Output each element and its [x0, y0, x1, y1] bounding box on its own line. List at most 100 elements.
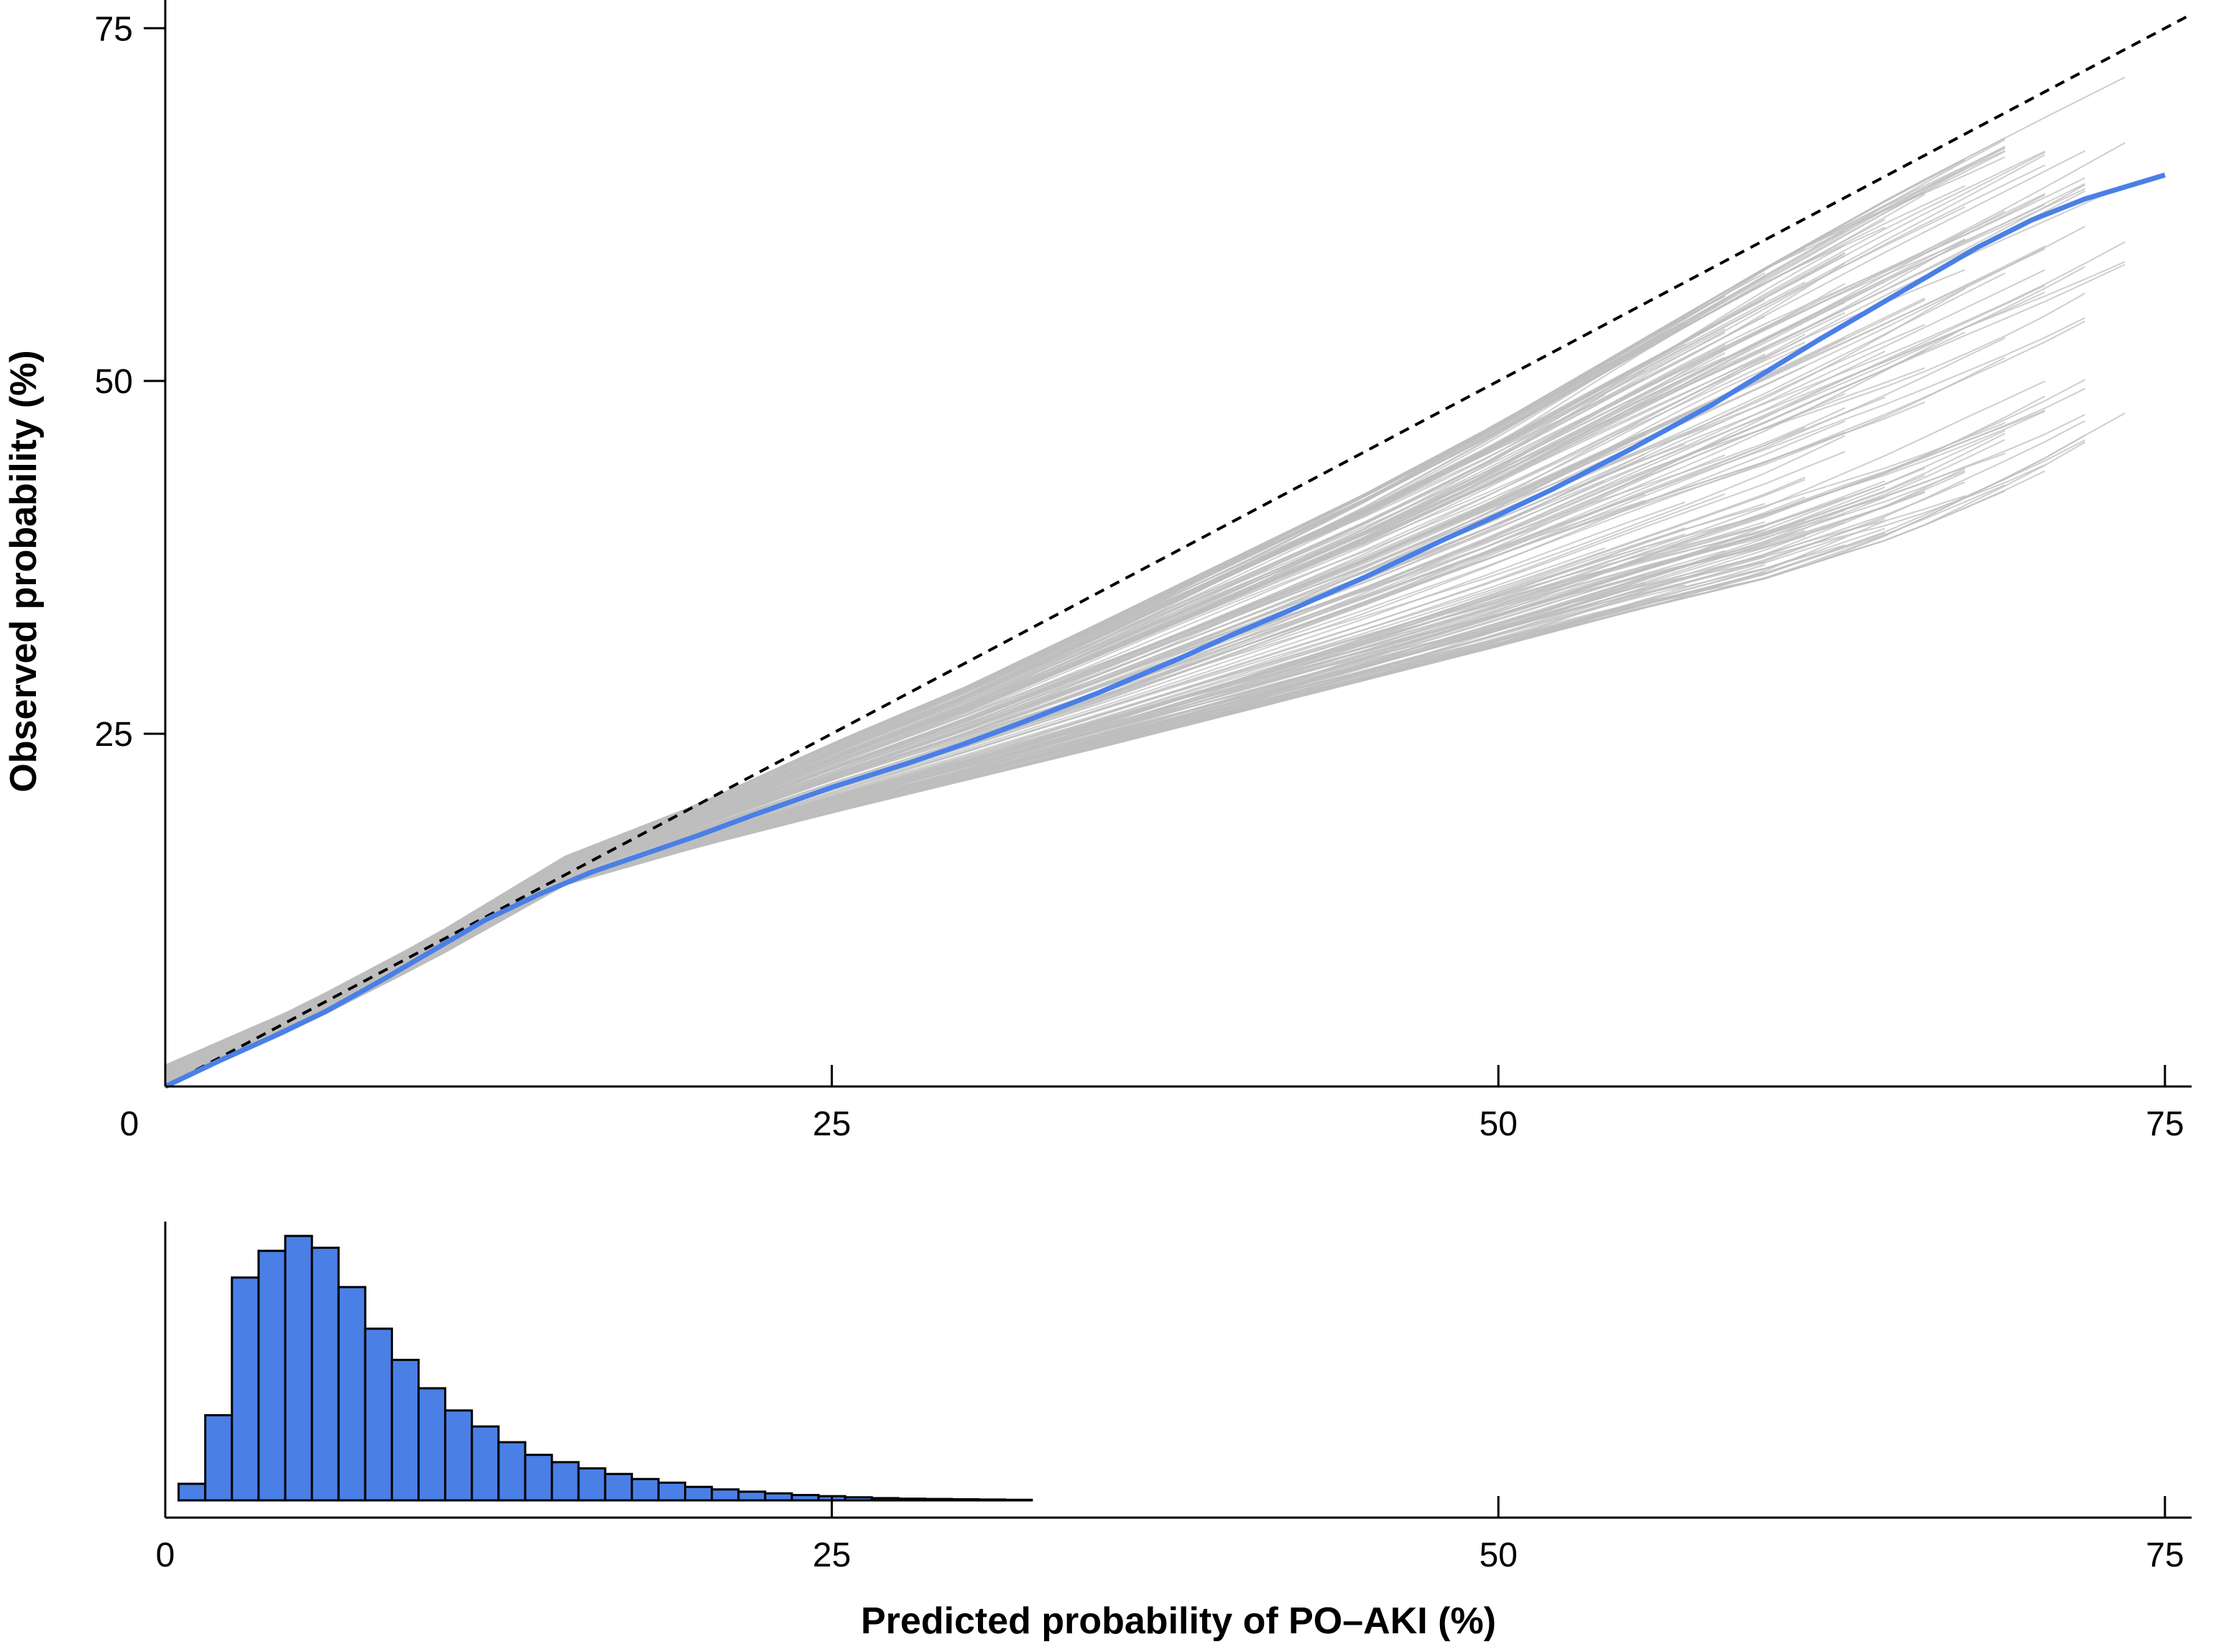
bootstrap-curve — [165, 490, 2005, 1087]
histogram-bar — [177, 1482, 207, 1502]
bootstrap-curve — [165, 554, 1806, 1087]
bootstrap-curve — [165, 433, 2005, 1084]
smooth-calibration-curve — [164, 172, 2166, 1089]
histogram-bar — [231, 1276, 260, 1502]
histogram-x-tick-label: 50 — [1480, 1536, 1518, 1574]
bootstrap-curve — [165, 338, 1646, 1066]
bootstrap-curve — [165, 137, 2005, 1066]
histogram-bar — [924, 1498, 954, 1502]
histogram-x-tick-label: 0 — [156, 1536, 175, 1574]
histogram-bar — [737, 1490, 767, 1502]
bootstrap-curve — [165, 517, 1885, 1086]
histogram-bar — [337, 1286, 366, 1502]
histogram-bar — [764, 1492, 793, 1502]
bootstrap-curve — [165, 502, 1686, 1081]
y-tick-label: 25 — [95, 716, 133, 754]
bootstrap-curve — [165, 345, 1806, 1073]
histogram-x-tick-label: 75 — [2146, 1536, 2184, 1574]
bootstrap-curve — [165, 147, 2005, 1067]
histogram-bar — [417, 1387, 447, 1502]
bootstrap-curve — [165, 178, 1926, 1066]
bootstrap-curve — [165, 587, 1725, 1087]
bootstrap-curve — [165, 599, 1646, 1087]
bootstrap-curve — [165, 597, 1686, 1087]
x-tick-label: 75 — [2146, 1105, 2184, 1143]
x-tick-label: 0 — [120, 1105, 139, 1143]
bootstrap-curve — [165, 322, 1686, 1068]
bootstrap-curve — [165, 529, 1765, 1084]
bootstrap-curve — [165, 190, 2086, 1072]
bootstrap-curve — [165, 532, 1885, 1087]
bootstrap-curve — [165, 467, 1926, 1084]
histogram-bar — [204, 1414, 234, 1502]
histogram-bar — [684, 1485, 714, 1502]
bootstrap-curve — [165, 468, 1966, 1086]
bootstrap-curve — [165, 565, 1686, 1086]
bootstrap-curve — [165, 486, 1885, 1084]
histogram-x-tick-label: 25 — [813, 1536, 851, 1574]
bootstrap-curve — [165, 241, 2125, 1076]
bootstrap-curve — [165, 470, 1965, 1086]
y-axis-title: Observed probability (%) — [3, 350, 45, 792]
bootstrap-curve — [165, 565, 1806, 1087]
calibration-ticks: 0 25 50 75 25 50 75 — [95, 10, 2184, 1143]
histogram-bar — [364, 1327, 393, 1502]
bootstrap-curve — [165, 248, 1806, 1066]
bootstrap-curve — [165, 76, 2125, 1066]
histogram-bar — [844, 1496, 873, 1502]
bootstrap-curve — [165, 149, 2005, 1066]
bootstrap-curve — [165, 564, 1765, 1087]
bootstrap-curve — [165, 582, 1725, 1087]
bootstrap-curve — [165, 544, 1845, 1087]
histogram-bar — [870, 1497, 900, 1502]
histogram-bars-group — [177, 1235, 1033, 1502]
histogram-bar — [897, 1498, 927, 1502]
bootstrap-curve — [165, 552, 1845, 1087]
bootstrap-curve — [165, 315, 1686, 1066]
bootstrap-curve — [165, 327, 1966, 1077]
histogram-bar — [657, 1481, 687, 1502]
bootstrap-curve — [165, 410, 2046, 1084]
histogram-bar — [630, 1477, 660, 1502]
bootstrap-curve — [165, 561, 1765, 1086]
calibration-plot: 0 25 50 75 25 50 75 Observed probability (%) — [3, 0, 2192, 1143]
histogram-bar — [550, 1461, 580, 1502]
bootstrap-curve — [165, 453, 2005, 1085]
histogram-axes — [164, 1222, 2192, 1519]
bootstrap-curve — [165, 146, 2005, 1066]
bootstrap-curve — [165, 422, 2005, 1083]
bootstrap-curve — [165, 379, 2086, 1083]
calibration-axes — [164, 0, 2192, 1088]
bootstrap-curve — [165, 343, 1646, 1067]
histogram-bar — [471, 1425, 500, 1502]
bootstrap-curve — [165, 145, 2005, 1067]
histogram-bar — [577, 1467, 606, 1502]
histogram-bar — [310, 1246, 340, 1502]
bootstrap-curve — [165, 597, 1686, 1087]
bootstrap-curve — [165, 474, 1926, 1084]
bootstrap-curve — [165, 190, 1926, 1067]
y-tick-label: 75 — [95, 10, 133, 48]
bootstrap-curve — [165, 276, 1765, 1066]
bootstrap-curve — [165, 525, 1765, 1084]
histogram-bar — [497, 1441, 527, 1502]
bootstrap-curve — [165, 193, 1926, 1067]
bootstrap-curve — [165, 522, 1845, 1085]
histogram-bar — [604, 1472, 633, 1502]
bootstrap-curve — [165, 185, 1966, 1068]
bootstrap-curve — [165, 367, 1926, 1078]
bootstrap-curve — [165, 218, 1885, 1068]
bootstrap-curve — [165, 178, 1926, 1066]
bootstrap-curve — [165, 150, 2086, 1069]
histogram-bar — [524, 1454, 553, 1502]
histogram-bar — [444, 1409, 474, 1502]
bootstrap-curve — [165, 222, 1846, 1066]
histogram-bar — [257, 1250, 287, 1502]
bootstrap-curve — [165, 527, 1885, 1086]
bootstrap-curve — [165, 230, 1846, 1067]
bootstrap-curve — [165, 577, 1765, 1087]
bootstrap-curve — [165, 584, 1686, 1086]
prediction-histogram: 0 25 50 75 Predicted probability of PO–AKI … — [156, 1222, 2192, 1642]
bootstrap-curve — [165, 272, 1765, 1067]
